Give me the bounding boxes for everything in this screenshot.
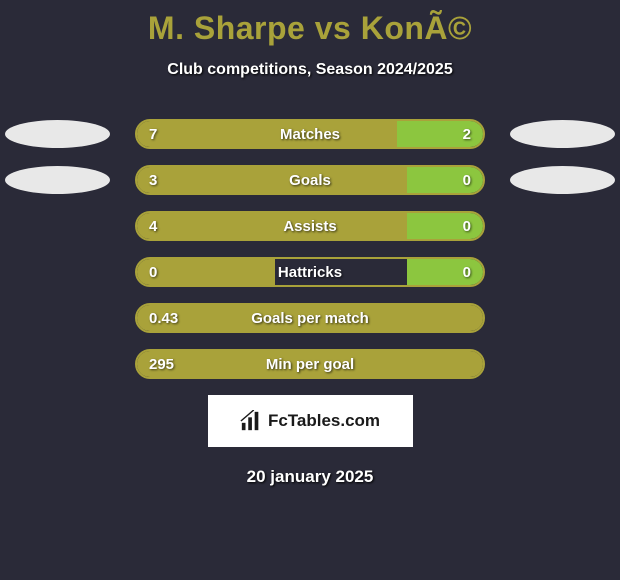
bars-logo-icon [240,410,262,432]
badge-text: FcTables.com [268,411,380,431]
value-right: 0 [463,259,471,285]
bar-left [137,351,483,377]
stat-row: 40Assists [0,211,620,241]
bar-track: 00Hattricks [135,257,485,287]
bar-track: 30Goals [135,165,485,195]
bar-track: 295Min per goal [135,349,485,379]
bar-right [407,259,483,285]
stat-row: 30Goals [0,165,620,195]
value-left: 295 [149,351,174,377]
value-left: 0 [149,259,157,285]
stat-row: 0.43Goals per match [0,303,620,333]
subtitle: Club competitions, Season 2024/2025 [0,61,620,79]
bar-right [407,213,483,239]
bar-track: 40Assists [135,211,485,241]
value-right: 2 [463,121,471,147]
value-left: 4 [149,213,157,239]
bar-left [137,259,275,285]
source-badge: FcTables.com [208,395,413,447]
bar-left [137,213,407,239]
stat-row: 00Hattricks [0,257,620,287]
player1-marker [5,166,110,194]
bar-track: 72Matches [135,119,485,149]
bar-right [407,167,483,193]
comparison-title: M. Sharpe vs KonÃ© [0,0,620,47]
bar-left [137,121,397,147]
value-left: 0.43 [149,305,178,331]
comparison-chart: 72Matches30Goals40Assists00Hattricks0.43… [0,119,620,379]
vs-text: vs [315,10,352,46]
value-left: 3 [149,167,157,193]
value-right: 0 [463,167,471,193]
player1-name: M. Sharpe [148,10,305,46]
bar-left [137,167,407,193]
player2-marker [510,166,615,194]
player2-marker [510,120,615,148]
player2-name: KonÃ© [361,10,472,46]
bar-track: 0.43Goals per match [135,303,485,333]
player1-marker [5,120,110,148]
stat-row: 295Min per goal [0,349,620,379]
stat-row: 72Matches [0,119,620,149]
bar-left [137,305,483,331]
value-right: 0 [463,213,471,239]
value-left: 7 [149,121,157,147]
snapshot-date: 20 january 2025 [0,467,620,487]
